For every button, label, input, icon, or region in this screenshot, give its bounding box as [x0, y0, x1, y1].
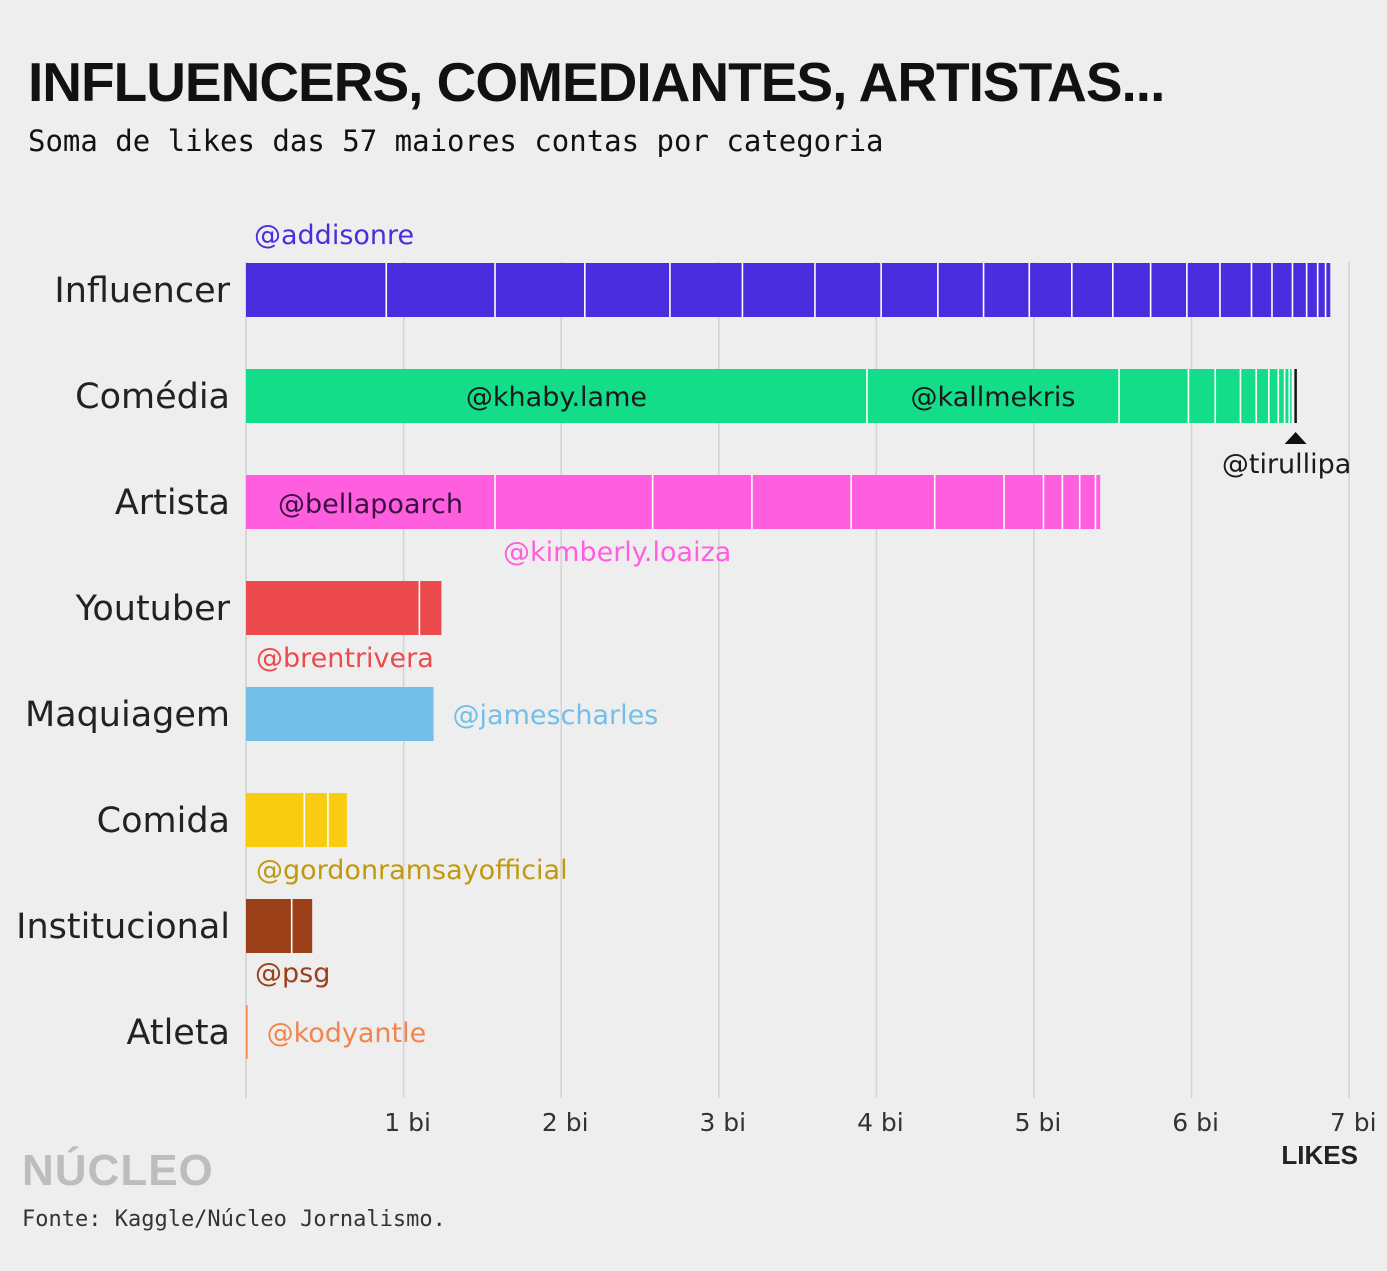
bar-segment [1240, 369, 1257, 423]
bar-segment [584, 263, 670, 317]
bar-segment [934, 475, 1005, 529]
account-label: @tirullipa [1222, 449, 1352, 480]
bar-segment [1219, 263, 1252, 317]
bar-segment [983, 263, 1030, 317]
nucleo-logo: NÚCLEO [22, 1146, 214, 1195]
account-label: @brentrivera [256, 643, 434, 674]
bar-segment [246, 369, 867, 423]
bar-segment [866, 369, 1120, 423]
x-tick-label: 7 bi [1330, 1108, 1377, 1137]
bar-segment [1292, 263, 1307, 317]
bar-segment [669, 263, 743, 317]
bar-segment [1004, 475, 1044, 529]
bar-segment [246, 793, 305, 847]
bar-segment [1284, 369, 1290, 423]
account-label: @jamescharles [453, 700, 659, 731]
bar-segment [1029, 263, 1072, 317]
bar-segment [652, 475, 752, 529]
bar-segment [495, 263, 585, 317]
bar-segment [246, 1005, 248, 1059]
bar-segment [1062, 475, 1080, 529]
bar-segment [1256, 369, 1269, 423]
account-label: @kimberly.loaiza [503, 537, 731, 568]
bar-segment [751, 475, 852, 529]
x-tick-label: 4 bi [857, 1108, 904, 1137]
bar-segment [1268, 369, 1279, 423]
bar-segment [1079, 475, 1096, 529]
x-tick-label: 5 bi [1015, 1108, 1062, 1137]
account-label: @kallmekris [911, 382, 1076, 413]
bar-segment [1119, 369, 1189, 423]
bar-segment [1186, 263, 1220, 317]
bar-segment [246, 899, 292, 953]
chart-title: INFLUENCERS, COMEDIANTES, ARTISTAS... [28, 51, 1165, 113]
category-label: Institucional [16, 907, 230, 947]
account-label: @addisonre [254, 220, 414, 251]
bar-segment [327, 793, 347, 847]
x-tick-label: 3 bi [699, 1108, 746, 1137]
bar-segment [291, 899, 313, 953]
bar-segment [1289, 369, 1293, 423]
bar-segment [1325, 263, 1331, 317]
account-label: @khaby.lame [466, 382, 647, 413]
category-label: Influencer [54, 271, 230, 311]
marker-triangle-icon [1284, 432, 1307, 444]
account-label: @psg [255, 958, 330, 989]
chart-subtitle: Soma de likes das 57 maiores contas por … [28, 124, 884, 158]
bar-segment [1215, 369, 1241, 423]
x-axis-label: LIKES [1281, 1140, 1358, 1170]
bar-segment [246, 687, 434, 741]
category-label: Maquiagem [25, 695, 230, 735]
bar-segment [1271, 263, 1293, 317]
bar-segment [814, 263, 882, 317]
bar-segment [1112, 263, 1151, 317]
bar-segment [246, 581, 420, 635]
x-tick-label: 6 bi [1172, 1108, 1219, 1137]
bar-segment [1317, 263, 1326, 317]
bar-segment [742, 263, 815, 317]
bar-segment [1095, 475, 1101, 529]
category-label: Comédia [75, 377, 230, 417]
bar-segment [1150, 263, 1187, 317]
account-label: @bellapoarch [278, 489, 463, 520]
source-note: Fonte: Kaggle/Núcleo Jornalismo. [22, 1207, 446, 1232]
category-label: Artista [115, 483, 230, 523]
x-tick-label: 2 bi [542, 1108, 589, 1137]
account-label: @kodyantle [267, 1018, 427, 1049]
bar-segment [386, 263, 496, 317]
x-tick-label: 1 bi [384, 1108, 431, 1137]
category-label: Youtuber [75, 589, 231, 629]
bar-segment [1306, 263, 1318, 317]
account-label: @gordonramsayofficial [256, 855, 568, 886]
bar-segment [1071, 263, 1113, 317]
bar-segment [1188, 369, 1216, 423]
bar-segment [495, 475, 653, 529]
bar-segment [419, 581, 442, 635]
bar-segment [1251, 263, 1272, 317]
bar-segment [851, 475, 935, 529]
bar-segment [1043, 475, 1063, 529]
bar-segment [1278, 369, 1285, 423]
bar-segment [881, 263, 938, 317]
category-label: Atleta [127, 1013, 230, 1053]
bar-segment [246, 475, 496, 529]
bar-segment [246, 263, 387, 317]
category-label: Comida [97, 801, 230, 841]
bar-segment [304, 793, 328, 847]
bar-segment [937, 263, 984, 317]
